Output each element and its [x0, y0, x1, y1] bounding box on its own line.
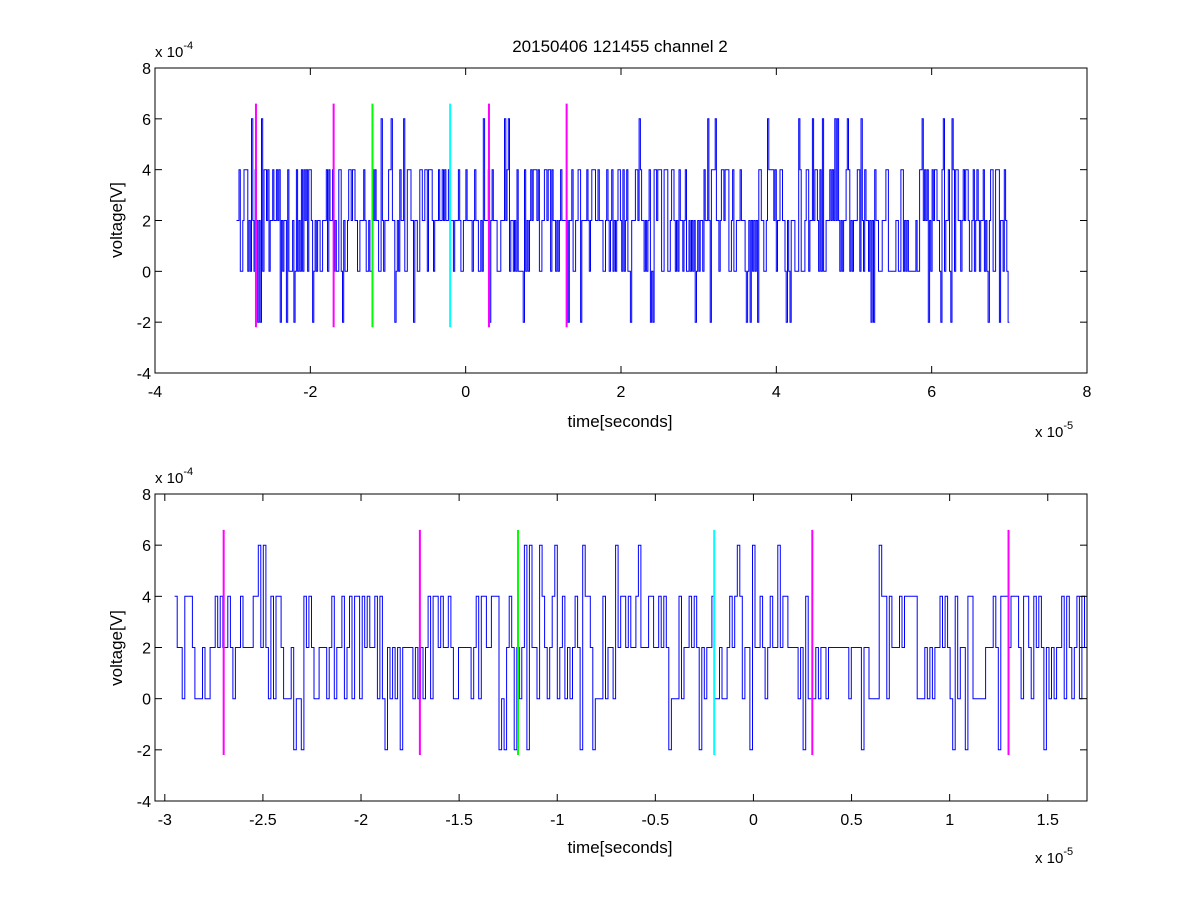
top-plot-xtick-label: -2	[303, 384, 317, 401]
top-plot-y-exponent-base: x 10	[155, 44, 183, 61]
top-plot-xtick-label: -4	[148, 384, 162, 401]
bottom-plot-y-ticks: -4 -2 0 2 4 6 8	[137, 487, 1087, 811]
bottom-plot-xtick-label: -1	[550, 812, 564, 829]
top-plot-ytick-label: 8	[142, 61, 151, 78]
bottom-plot: -3 -2.5 -2 -1.5 -1 -0.5 0 0.5 1 1.5 -4 -2 0 2 4 6 8 tim…	[107, 466, 1088, 867]
top-plot-xtick-label: 8	[1083, 384, 1092, 401]
bottom-plot-xtick-label: -2.5	[249, 812, 277, 829]
bottom-plot-y-exponent-base: x 10	[155, 470, 183, 487]
top-plot-x-exponent-power: -5	[1063, 420, 1073, 432]
bottom-plot-x-exponent-power: -5	[1063, 846, 1073, 858]
bottom-plot-ytick-label: 2	[142, 641, 151, 658]
bottom-plot-x-ticks: -3 -2.5 -2 -1.5 -1 -0.5 0 0.5 1 1.5	[158, 494, 1059, 829]
top-plot-ytick-label: 2	[142, 214, 151, 231]
top-plot-y-exponent-power: -4	[183, 40, 193, 52]
bottom-plot-xtick-label: -2	[354, 812, 368, 829]
bottom-plot-x-exponent: x 10-5	[1035, 846, 1073, 867]
bottom-plot-ytick-label: 4	[142, 589, 151, 606]
top-plot: -4 -2 0 2 4 6 8 -4 -2 0 2 4 6 8 time[seconds] voltag…	[107, 40, 1092, 441]
bottom-plot-y-exponent: x 10-4	[155, 466, 193, 487]
top-plot-y-ticks: -4 -2 0 2 4 6 8	[137, 61, 1087, 383]
bottom-plot-xtick-label: 0	[749, 812, 758, 829]
top-plot-ytick-label: 6	[142, 112, 151, 129]
top-plot-markers-layer	[254, 103, 568, 328]
bottom-plot-ytick-label: 8	[142, 487, 151, 504]
top-plot-xtick-label: 2	[617, 384, 626, 401]
bottom-plot-x-exponent-base: x 10	[1035, 850, 1063, 867]
bottom-plot-xtick-label: -1.5	[445, 812, 473, 829]
top-plot-xtick-label: 0	[461, 384, 470, 401]
top-plot-signal-trace	[236, 118, 1010, 323]
bottom-plot-xtick-label: 0.5	[840, 812, 862, 829]
bottom-plot-xtick-label: 1	[945, 812, 954, 829]
top-plot-xtick-label: 4	[772, 384, 781, 401]
bottom-plot-signal-trace	[174, 544, 1087, 751]
top-plot-ytick-label: -4	[137, 366, 151, 383]
bottom-plot-signal-layer	[174, 544, 1087, 751]
top-plot-ytick-label: -2	[137, 315, 151, 332]
bottom-plot-y-exponent-power: -4	[183, 466, 193, 478]
top-plot-ytick-label: 0	[142, 264, 151, 281]
bottom-plot-xlabel: time[seconds]	[568, 838, 673, 857]
top-plot-ytick-label: 4	[142, 163, 151, 180]
top-plot-y-exponent: x 10-4	[155, 40, 193, 61]
bottom-plot-ytick-label: 6	[142, 538, 151, 555]
figure-title: 20150406 121455 channel 2	[512, 37, 728, 56]
bottom-plot-ytick-label: -4	[137, 794, 151, 811]
top-plot-ylabel: voltage[V]	[107, 182, 126, 258]
top-plot-x-exponent: x 10-5	[1035, 420, 1073, 441]
top-plot-x-ticks: -4 -2 0 2 4 6 8	[148, 68, 1092, 401]
top-plot-signal-layer	[236, 118, 1010, 323]
bottom-plot-markers-layer	[222, 529, 1010, 755]
top-plot-xtick-label: 6	[927, 384, 936, 401]
bottom-plot-ytick-label: 0	[142, 692, 151, 709]
bottom-plot-xtick-label: 1.5	[1037, 812, 1059, 829]
top-plot-xlabel: time[seconds]	[568, 412, 673, 431]
bottom-plot-ytick-label: -2	[137, 743, 151, 760]
bottom-plot-xtick-label: -3	[158, 812, 172, 829]
top-plot-x-exponent-base: x 10	[1035, 424, 1063, 441]
bottom-plot-xtick-label: -0.5	[642, 812, 670, 829]
bottom-plot-ylabel: voltage[V]	[107, 610, 126, 686]
